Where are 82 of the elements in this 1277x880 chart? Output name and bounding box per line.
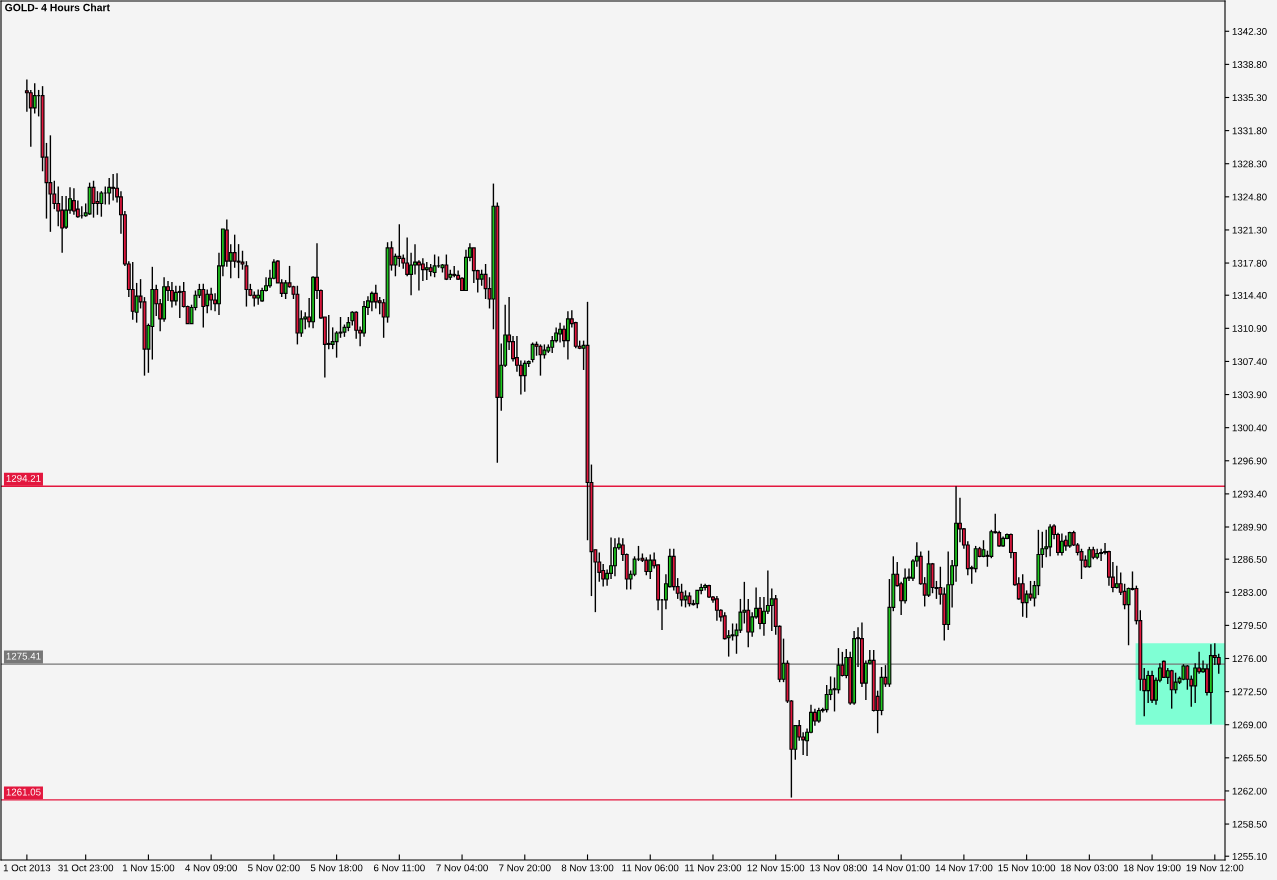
y-tick-label: 1283.00 (1232, 589, 1267, 596)
candlestick (565, 310, 570, 361)
y-tick-label: 1328.30 (1232, 160, 1267, 168)
y-tick-label: 1300.40 (1232, 424, 1267, 432)
y-tick-label: 1269.00 (1232, 721, 1267, 729)
candlestick (91, 180, 96, 219)
candlestick (471, 247, 476, 284)
y-tick-label: 1331.80 (1232, 127, 1267, 135)
candlestick (369, 290, 374, 312)
candlestick (95, 190, 100, 216)
candlestick (522, 359, 527, 393)
y-tick-label: 1324.80 (1232, 193, 1267, 201)
candlestick (1126, 586, 1131, 646)
y-tick-label: 1310.90 (1232, 325, 1267, 332)
x-tick-label: 6 Nov 11:00 (373, 864, 425, 872)
candlestick (201, 283, 206, 329)
candlestick (1028, 580, 1033, 602)
x-tick-label: 5 Nov 18:00 (310, 864, 363, 872)
y-tick-label: 1303.90 (1232, 391, 1267, 399)
ref-line-label: 1261.05 (6, 788, 41, 796)
candlestick (326, 314, 331, 350)
candlestick (973, 545, 978, 574)
x-tick-label: 1 Nov 15:00 (122, 864, 175, 872)
x-tick-label: 4 Nov 09:00 (185, 864, 237, 872)
candlestick (111, 173, 116, 202)
candlestick (205, 288, 210, 314)
y-tick-label: 1338.80 (1232, 61, 1267, 68)
candlestick (209, 286, 214, 312)
y-tick-label: 1279.50 (1232, 622, 1267, 629)
y-tick-label: 1314.40 (1232, 291, 1267, 299)
x-tick-label: 11 Nov 23:00 (685, 864, 742, 872)
x-tick-label: 15 Nov 10:00 (998, 864, 1056, 872)
candlestick (48, 134, 53, 233)
candlestick (71, 187, 76, 216)
x-tick-label: 8 Nov 13:00 (561, 864, 614, 872)
y-tick-label: 1265.50 (1232, 754, 1267, 762)
y-tick-label: 1321.30 (1232, 226, 1267, 234)
candlestick (530, 341, 535, 364)
x-tick-label: 5 Nov 02:00 (248, 864, 300, 872)
x-tick-label: 7 Nov 20:00 (499, 864, 551, 872)
candlestick (558, 321, 563, 344)
candlestick (169, 281, 174, 309)
x-tick-label: 19 Nov 12:00 (1186, 864, 1244, 872)
y-tick-label: 1293.40 (1232, 490, 1267, 498)
candlestick (107, 177, 112, 206)
candlestick (538, 343, 543, 377)
y-tick-label: 1262.00 (1232, 787, 1267, 795)
x-tick-label: 7 Nov 04:00 (436, 864, 488, 872)
candlestick (1185, 664, 1190, 691)
y-tick-label: 1286.50 (1232, 555, 1267, 563)
x-tick-label: 11 Nov 06:00 (622, 864, 679, 872)
candlestick (373, 284, 378, 310)
candlestick (1020, 573, 1025, 618)
candlestick (612, 537, 617, 577)
x-tick-label: 18 Nov 03:00 (1061, 864, 1118, 872)
candlestick (177, 285, 182, 319)
y-tick-label: 1258.50 (1232, 820, 1267, 828)
x-tick-label: 1 Oct 2013 (3, 864, 51, 872)
chart-title: GOLD- 4 Hours Chart (5, 3, 110, 12)
candlestick (1173, 671, 1178, 695)
x-tick-label: 14 Nov 01:00 (872, 864, 930, 872)
x-tick-label: 14 Nov 17:00 (935, 864, 993, 872)
candlestick (32, 82, 37, 115)
y-tick-label: 1342.30 (1232, 28, 1267, 35)
candlestick (134, 282, 139, 324)
ref-line-label: 1294.21 (6, 474, 41, 482)
y-tick-label: 1289.90 (1232, 523, 1267, 531)
y-tick-label: 1307.40 (1232, 358, 1267, 366)
y-tick-label: 1272.50 (1232, 688, 1267, 696)
y-tick-label: 1335.30 (1232, 94, 1267, 102)
ref-line-label: 1275.41 (6, 652, 41, 660)
x-tick-label: 31 Oct 23:00 (58, 864, 114, 872)
y-tick-label: 1296.90 (1232, 457, 1267, 465)
candlestick (99, 190, 104, 218)
x-tick-label: 18 Nov 19:00 (1123, 864, 1181, 872)
candlestick (416, 259, 421, 292)
y-tick-label: 1317.80 (1232, 259, 1267, 267)
y-tick-label: 1255.10 (1232, 852, 1267, 860)
x-tick-label: 12 Nov 15:00 (747, 864, 805, 872)
y-tick-label: 1276.00 (1232, 655, 1267, 663)
x-tick-label: 13 Nov 08:00 (810, 864, 867, 872)
candlestick (1059, 532, 1064, 557)
